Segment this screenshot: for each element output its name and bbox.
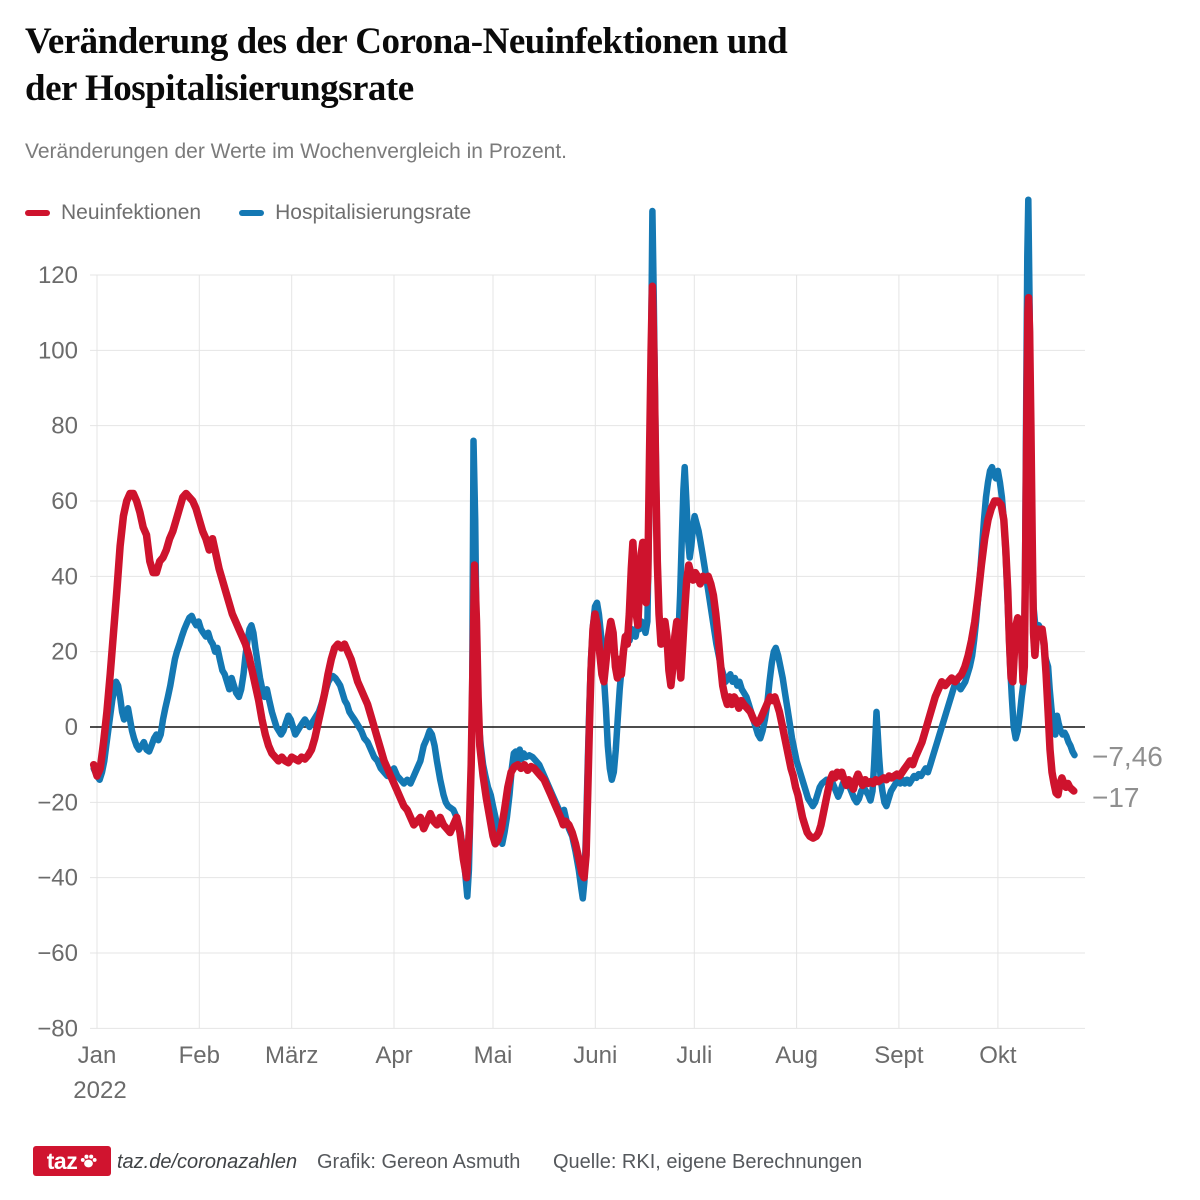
title-line-2: der Hospitalisierungsrate (25, 68, 414, 109)
footer-source: Quelle: RKI, eigene Berechnungen (553, 1151, 863, 1173)
svg-text:Apr: Apr (375, 1042, 412, 1069)
footer-credit: Grafik: Gereon Asmuth (317, 1151, 521, 1173)
page-title: Veränderung des der Corona-Neuinfektione… (25, 18, 1175, 112)
x-axis-labels: Jan 2022 Feb März Apr Mai Juni Juli Aug Sept Okt (73, 1042, 1017, 1104)
taz-logo-text: taz (46, 1147, 78, 1174)
chart-subtitle: Veränderungen der Werte im Wochenverglei… (25, 140, 568, 163)
svg-text:40: 40 (51, 563, 78, 590)
end-value-label-hospitalisierungsrate: −7,46 (1092, 741, 1163, 773)
legend-item-neuinfektionen: Neuinfektionen (25, 201, 201, 225)
svg-text:2022: 2022 (73, 1077, 126, 1104)
legend-label: Neuinfektionen (61, 201, 202, 224)
svg-text:Feb: Feb (179, 1042, 220, 1069)
svg-text:Juni: Juni (573, 1042, 617, 1069)
legend-label: Hospitalisierungsrate (275, 201, 472, 224)
svg-text:Okt: Okt (979, 1042, 1017, 1069)
svg-text:20: 20 (51, 639, 78, 666)
svg-text:80: 80 (51, 413, 78, 440)
svg-text:März: März (265, 1042, 318, 1069)
paw-icon (81, 1154, 97, 1168)
end-value-label-neuinfektionen: −17 (1092, 782, 1140, 814)
footer-link[interactable]: taz.de/coronazahlen (117, 1151, 298, 1173)
svg-text:60: 60 (51, 488, 78, 515)
svg-text:0: 0 (65, 714, 78, 741)
y-axis-labels: −80 −60 −40 −20 0 20 40 60 80 100 120 (37, 262, 78, 1042)
svg-text:Sept: Sept (874, 1042, 924, 1069)
svg-text:Juli: Juli (676, 1042, 712, 1069)
svg-text:100: 100 (38, 337, 78, 364)
neuinfektionen-line (89, 282, 1078, 882)
svg-text:Mai: Mai (474, 1042, 513, 1069)
svg-text:−20: −20 (37, 789, 78, 816)
svg-text:Aug: Aug (775, 1042, 818, 1069)
svg-text:Jan: Jan (78, 1042, 117, 1069)
title-line-1: Veränderung des der Corona-Neuinfektione… (25, 21, 788, 62)
svg-text:−60: −60 (37, 940, 78, 967)
legend: Neuinfektionen Hospitalisierungsrate (25, 201, 471, 225)
red-line-swatch-icon (25, 210, 50, 216)
blue-line-swatch-icon (239, 210, 265, 216)
svg-text:−40: −40 (37, 865, 78, 892)
footer: taz taz.de/coronazahlen Grafik: Gereon A… (0, 1140, 1200, 1200)
legend-item-hospitalisierungsrate: Hospitalisierungsrate (239, 201, 471, 225)
svg-text:−80: −80 (37, 1015, 78, 1042)
taz-logo: taz (33, 1146, 111, 1176)
value-gridlines (90, 274, 1085, 1029)
svg-text:120: 120 (38, 262, 78, 289)
